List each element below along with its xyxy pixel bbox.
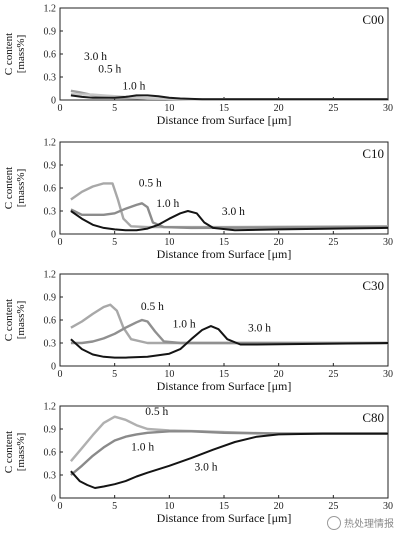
y-axis-label: [mass%] [15,169,27,208]
y-tick-label: 0.6 [44,448,57,459]
y-tick-label: 0 [51,362,56,373]
panel-title: C10 [362,146,384,161]
x-tick-label: 0 [58,103,63,114]
chat-bubble-icon [327,515,341,530]
x-axis-label: Distance from Surface [μm] [157,379,292,393]
y-axis-label: C content [3,299,15,341]
x-tick-label: 0 [58,369,63,380]
y-axis-label: C content [3,167,15,209]
y-tick-label: 0.3 [44,471,57,482]
x-axis-label: Distance from Surface [μm] [157,247,292,261]
plot-frame [59,141,389,235]
x-tick-label: 10 [164,103,174,114]
panel-title: C80 [362,410,384,425]
series-annotation: 1.0 h [122,80,145,92]
series-annotation: 1.0 h [131,441,154,453]
x-tick-label: 25 [328,237,338,248]
series-annotation: 0.5 h [145,406,168,418]
y-tick-label: 0 [51,230,56,241]
series-line-05h [70,303,388,345]
y-tick-label: 1.2 [44,270,57,281]
chart-panel-c80: 0 0.3 0.6 0.9 1.2 0 5 10 15 20 25 30 Distance from S… [3,402,393,526]
y-tick-label: 0.6 [44,50,57,61]
chart-panel-c30: 0 0.3 0.6 0.9 1.2 0 5 10 15 20 25 30 Distance from S… [3,270,393,394]
x-tick-label: 5 [112,103,117,114]
x-tick-label: 25 [328,103,338,114]
y-tick-label: 1.2 [44,138,57,149]
series-annotation: 1.0 h [173,319,196,331]
series-annotation: 0.5 h [139,177,162,189]
series-line-10h [70,318,388,345]
y-axis-label: C content [3,33,15,75]
series-line-30h [70,210,389,232]
x-axis-label: Distance from Surface [μm] [157,113,292,127]
series-annotation: 0.5 h [98,63,121,75]
series-line-30h [70,432,388,489]
x-tick-label: 30 [383,369,393,380]
plot-frame [59,273,389,367]
x-tick-label: 15 [219,501,229,512]
x-tick-label: 10 [164,237,174,248]
x-tick-label: 0 [58,237,63,248]
series-annotation: 0.5 h [141,301,164,313]
chart-panel-c00: 0 0.3 0.6 0.9 1.2 0 5 10 15 20 25 30 Distance from S… [3,4,393,128]
x-tick-label: 5 [112,369,117,380]
y-axis-label: C content [3,431,15,473]
y-tick-label: 0.9 [44,425,57,436]
panel-title: C30 [362,278,384,293]
x-tick-label: 5 [112,501,117,512]
watermark-text: 热处理情报 [344,519,394,530]
y-tick-label: 0 [51,96,56,107]
y-tick-label: 0.9 [44,161,57,172]
y-axis-label: [mass%] [15,433,27,472]
x-tick-label: 15 [219,369,229,380]
y-tick-label: 0.6 [44,316,57,327]
x-tick-label: 5 [112,237,117,248]
y-tick-label: 0.9 [44,27,57,38]
y-tick-label: 1.2 [44,402,57,413]
panel-title: C00 [362,12,384,27]
series-line-10h [70,202,389,230]
series-annotation: 3.0 h [194,461,217,473]
x-tick-label: 25 [328,501,338,512]
chart-panel-c10: 0 0.3 0.6 0.9 1.2 0 5 10 15 20 25 30 Distance from S… [3,138,393,262]
y-axis-label: [mass%] [15,35,27,74]
series-line-30h [70,94,388,101]
x-tick-label: 30 [383,237,393,248]
x-tick-label: 30 [383,103,393,114]
series-line-10h [70,430,388,476]
x-tick-label: 20 [274,369,284,380]
x-axis-label: Distance from Surface [μm] [157,511,292,525]
y-tick-label: 0.3 [44,207,57,218]
series-annotation: 3.0 h [222,206,245,218]
series-annotation: 3.0 h [84,51,107,63]
y-tick-label: 0.9 [44,293,57,304]
y-axis-label: [mass%] [15,301,27,340]
x-tick-label: 20 [274,501,284,512]
watermark: 热处理情报 [327,515,394,530]
y-tick-label: 0.3 [44,73,57,84]
x-tick-label: 30 [383,501,393,512]
y-tick-label: 1.2 [44,4,57,15]
x-tick-label: 10 [164,369,174,380]
y-tick-label: 0 [51,494,56,505]
x-tick-label: 20 [274,237,284,248]
series-annotation: 1.0 h [156,198,179,210]
plot-frame [59,7,389,101]
series-line-30h [70,325,389,359]
x-tick-label: 15 [219,103,229,114]
x-tick-label: 15 [219,237,229,248]
y-tick-label: 0.3 [44,339,57,350]
x-tick-label: 25 [328,369,338,380]
x-tick-label: 20 [274,103,284,114]
series-annotation: 3.0 h [248,323,271,335]
x-tick-label: 0 [58,501,63,512]
x-tick-label: 10 [164,501,174,512]
y-tick-label: 0.6 [44,184,57,195]
